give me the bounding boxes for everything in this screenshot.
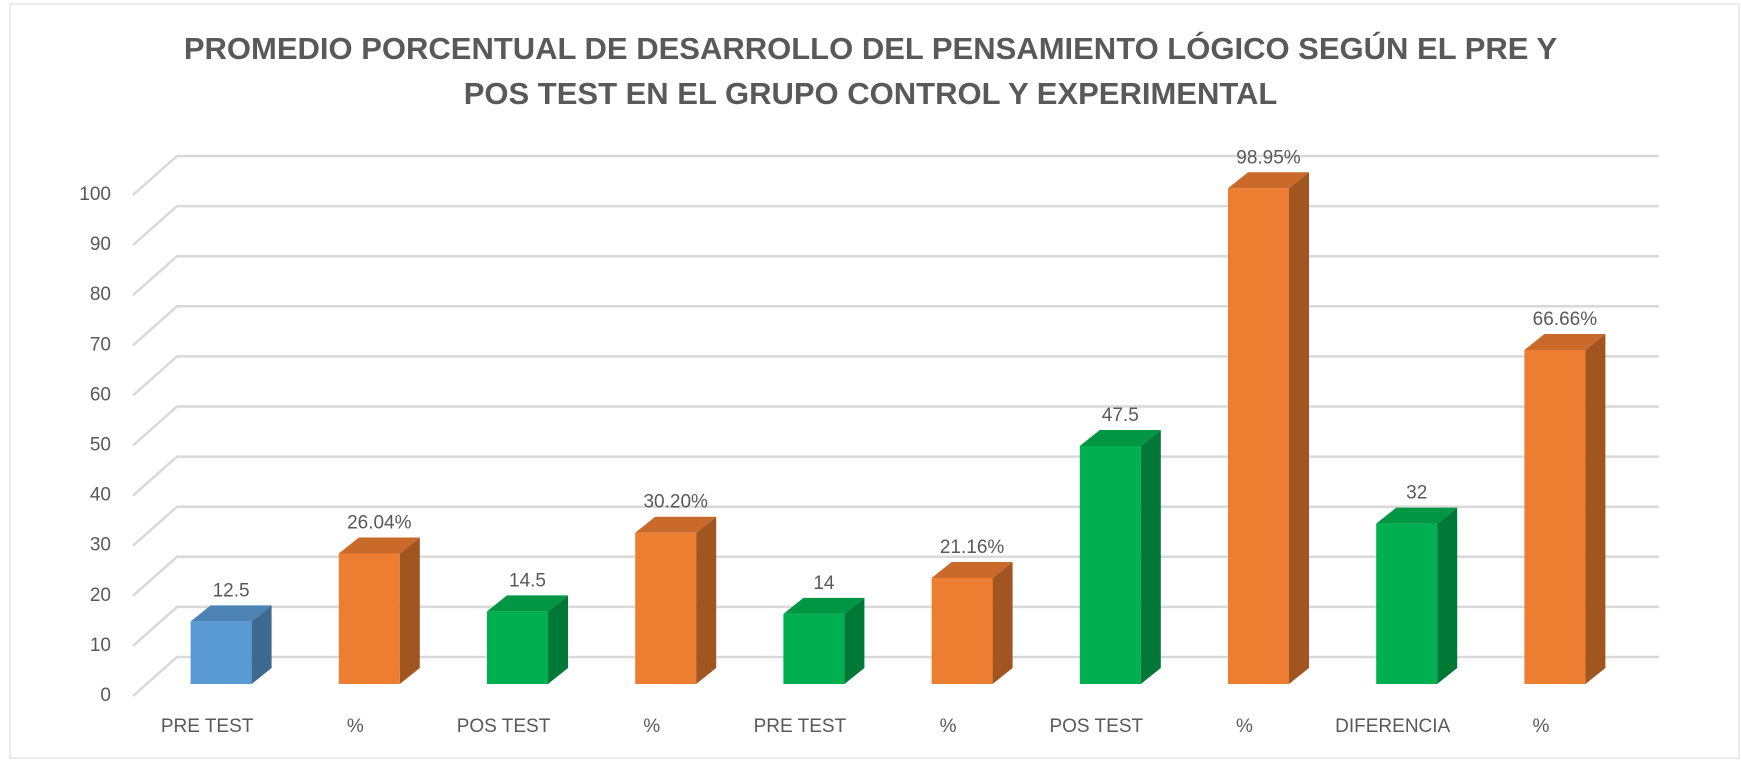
- data-label: 30.20%: [643, 492, 708, 513]
- x-tick-label: %: [940, 716, 957, 737]
- bar: [338, 537, 420, 684]
- bar-front: [338, 553, 400, 684]
- y-tick-label: 10: [90, 635, 111, 656]
- x-tick-label: PRE TEST: [754, 716, 847, 737]
- x-tick-label: POS TEST: [1049, 716, 1143, 737]
- bar-front: [635, 532, 697, 684]
- bar-top: [1079, 430, 1161, 447]
- y-tick-label: 80: [90, 284, 111, 305]
- chart-title: PROMEDIO PORCENTUAL DE DESARROLLO DEL PE…: [183, 31, 1558, 111]
- bar-front: [1376, 523, 1438, 684]
- bar-side: [844, 597, 865, 684]
- data-label: 12.5: [213, 580, 250, 601]
- frame: [9, 3, 1740, 759]
- y-tick-label: 70: [90, 334, 111, 355]
- bar-top: [190, 605, 272, 622]
- bar-top: [1376, 507, 1458, 524]
- x-tick-label: POS TEST: [457, 716, 551, 737]
- bar-side: [251, 605, 272, 684]
- y-tick-label: 60: [90, 384, 111, 405]
- grid-line: [132, 355, 1659, 397]
- grid-line: [132, 154, 1659, 196]
- bar-side: [1289, 172, 1309, 684]
- bar-front: [190, 621, 252, 684]
- data-label: 32: [1406, 483, 1427, 504]
- bar: [487, 595, 568, 684]
- bar: [1079, 430, 1161, 684]
- data-label: 66.66%: [1533, 309, 1598, 330]
- bar: [635, 516, 717, 684]
- x-tick-label: %: [347, 716, 364, 737]
- x-tick-label: %: [1532, 716, 1549, 737]
- bar-front: [783, 613, 845, 684]
- grid-line: [132, 405, 1659, 447]
- data-label: 21.16%: [940, 537, 1005, 558]
- bar-top: [338, 537, 420, 554]
- grid-line: [132, 204, 1659, 247]
- bar-top: [783, 597, 865, 614]
- data-label: 14.5: [509, 570, 546, 591]
- bar-front: [487, 611, 548, 684]
- bar-front: [1079, 446, 1141, 684]
- grid-line: [132, 505, 1659, 547]
- y-tick-label: 30: [90, 535, 111, 556]
- bar-front: [1228, 188, 1289, 684]
- data-label: 26.04%: [347, 513, 412, 534]
- bar-top: [487, 595, 568, 612]
- y-tick-label: 50: [90, 435, 111, 456]
- bar-side: [1437, 507, 1458, 684]
- grid-line: [132, 254, 1659, 297]
- grid-line: [132, 655, 1659, 697]
- x-tick-label: %: [1236, 716, 1253, 737]
- bar-top: [635, 516, 717, 533]
- data-label: 98.95%: [1236, 147, 1301, 168]
- grid-line: [132, 305, 1659, 347]
- bar: [783, 597, 865, 684]
- x-tick-label: DIFERENCIA: [1335, 716, 1450, 737]
- bar-top: [1524, 334, 1606, 351]
- y-tick-label: 40: [90, 485, 111, 506]
- bar-top: [931, 561, 1013, 578]
- bar-side: [1140, 430, 1161, 684]
- bar-side: [548, 595, 568, 684]
- bar-side: [1585, 334, 1606, 684]
- bar-side: [992, 561, 1013, 684]
- y-tick-label: 0: [100, 685, 111, 706]
- grid-line: [132, 605, 1659, 647]
- x-tick-label: %: [643, 716, 660, 737]
- grid-line: [132, 455, 1659, 497]
- bar: [1228, 172, 1309, 684]
- data-label: 47.5: [1102, 405, 1139, 426]
- bar-front: [931, 577, 993, 684]
- bar-front: [1524, 350, 1586, 684]
- bar: [1376, 507, 1458, 684]
- x-tick-label: PRE TEST: [161, 716, 254, 737]
- bar: [931, 561, 1013, 684]
- bar: [1524, 334, 1606, 684]
- bar-top: [1228, 172, 1309, 189]
- y-tick-label: 90: [90, 234, 111, 255]
- data-label: 14: [813, 573, 835, 594]
- grid-line: [132, 555, 1659, 597]
- y-tick-label: 20: [90, 585, 111, 606]
- bar-side: [399, 537, 420, 684]
- y-tick-label: 100: [79, 184, 111, 205]
- bar: [190, 605, 272, 684]
- bar-side: [696, 516, 717, 684]
